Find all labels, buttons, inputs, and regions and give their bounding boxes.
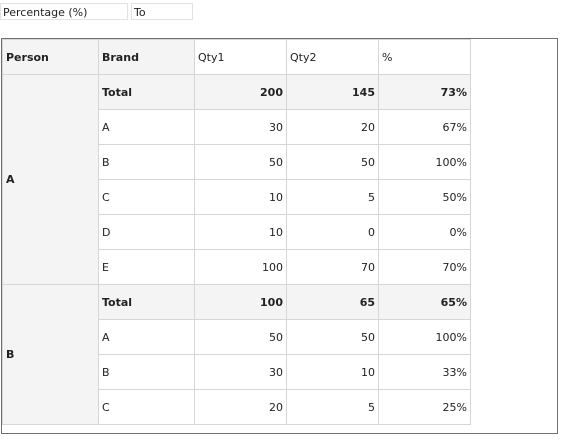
brand-cell[interactable]: Total [98, 74, 195, 110]
qty1-cell[interactable]: 30 [194, 354, 287, 390]
qty2-cell[interactable]: 20 [286, 109, 379, 145]
qty2-cell[interactable]: 50 [286, 319, 379, 355]
table-row: E 100 70 70% [3, 249, 471, 285]
brand-cell[interactable]: C [98, 179, 195, 215]
percent-cell[interactable]: 100% [378, 144, 471, 180]
person-cell[interactable]: A [2, 74, 99, 285]
qty2-cell[interactable]: 5 [286, 179, 379, 215]
percent-cell[interactable]: 25% [378, 389, 471, 425]
to-filter[interactable]: To [131, 3, 193, 20]
header-brand[interactable]: Brand [98, 39, 195, 75]
table-row: C 20 5 25% [3, 389, 471, 425]
brand-cell[interactable]: A [98, 109, 195, 145]
header-percent[interactable]: % [378, 39, 471, 75]
table-row: D 10 0 0% [3, 214, 471, 250]
person-cell[interactable]: B [2, 284, 99, 425]
qty1-cell[interactable]: 10 [194, 179, 287, 215]
qty2-cell[interactable]: 145 [286, 74, 379, 110]
percent-cell[interactable]: 65% [378, 284, 471, 320]
brand-cell[interactable]: B [98, 354, 195, 390]
percentage-filter[interactable]: Percentage (%) [0, 3, 128, 20]
percent-cell[interactable]: 67% [378, 109, 471, 145]
qty1-cell[interactable]: 200 [194, 74, 287, 110]
total-row: A Total 200 145 73% [2, 74, 471, 285]
qty2-cell[interactable]: 65 [286, 284, 379, 320]
header-qty1[interactable]: Qty1 [194, 39, 287, 75]
brand-cell[interactable]: D [98, 214, 195, 250]
table-row: C 10 5 50% [3, 179, 471, 215]
qty2-cell[interactable]: 10 [286, 354, 379, 390]
percent-cell[interactable]: 50% [378, 179, 471, 215]
qty1-cell[interactable]: 50 [194, 144, 287, 180]
percent-cell[interactable]: 0% [378, 214, 471, 250]
pivot-table-panel: Person Brand Qty1 Qty2 % A Total 200 145 73%… [1, 38, 558, 434]
qty1-cell[interactable]: 20 [194, 389, 287, 425]
table-row: B 50 50 100% [3, 144, 471, 180]
qty2-cell[interactable]: 0 [286, 214, 379, 250]
brand-cell[interactable]: E [98, 249, 195, 285]
qty2-cell[interactable]: 50 [286, 144, 379, 180]
header-qty2[interactable]: Qty2 [286, 39, 379, 75]
qty1-cell[interactable]: 100 [194, 249, 287, 285]
percent-cell[interactable]: 100% [378, 319, 471, 355]
pivot-table: Person Brand Qty1 Qty2 % A Total 200 145 73%… [2, 39, 471, 425]
qty1-cell[interactable]: 100 [194, 284, 287, 320]
qty2-cell[interactable]: 5 [286, 389, 379, 425]
qty2-cell[interactable]: 70 [286, 249, 379, 285]
qty1-cell[interactable]: 50 [194, 319, 287, 355]
qty1-cell[interactable]: 30 [194, 109, 287, 145]
brand-cell[interactable]: Total [98, 284, 195, 320]
brand-cell[interactable]: B [98, 144, 195, 180]
percent-cell[interactable]: 33% [378, 354, 471, 390]
percent-cell[interactable]: 73% [378, 74, 471, 110]
qty1-cell[interactable]: 10 [194, 214, 287, 250]
brand-cell[interactable]: A [98, 319, 195, 355]
brand-cell[interactable]: C [98, 389, 195, 425]
total-row: B Total 100 65 65% [2, 284, 471, 425]
header-row: Person Brand Qty1 Qty2 % [2, 39, 471, 75]
percent-cell[interactable]: 70% [378, 249, 471, 285]
header-person[interactable]: Person [2, 39, 99, 75]
